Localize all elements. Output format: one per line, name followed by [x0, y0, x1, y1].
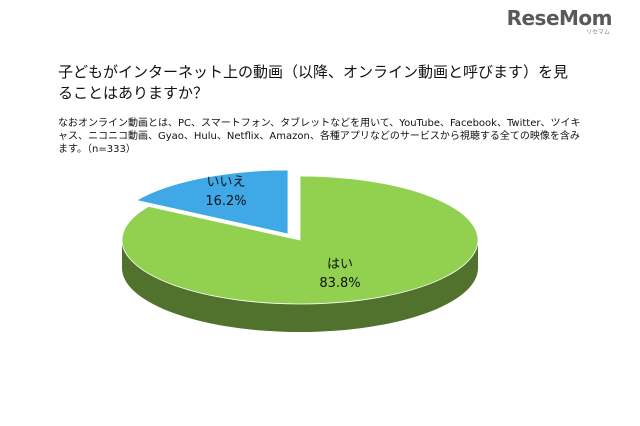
pie-label-value-1: 16.2% — [205, 194, 246, 209]
survey-question: 子どもがインターネット上の動画（以降、オンライン動画と呼びます）を見ることはあり… — [58, 63, 569, 102]
resemom-logo: ReseMom リセマム — [506, 6, 613, 36]
pie-label-name-0: はい — [327, 257, 353, 272]
pie-label-name-1: いいえ — [206, 175, 245, 190]
logo-text: ReseMom — [506, 6, 613, 30]
pie-label-value-0: 83.8% — [319, 276, 360, 291]
pie-labels-group: はい 83.8% いいえ 16.2% — [205, 175, 360, 291]
survey-note: なおオンライン動画とは、PC、スマートフォン、タブレットなどを用いて、YouTu… — [58, 118, 581, 155]
logo-subtext: リセマム — [585, 29, 610, 36]
pie-side-0 — [122, 240, 478, 332]
pie-top-group — [121, 169, 479, 305]
pie-slice-1 — [135, 169, 289, 235]
pie-slice-0 — [121, 175, 479, 305]
